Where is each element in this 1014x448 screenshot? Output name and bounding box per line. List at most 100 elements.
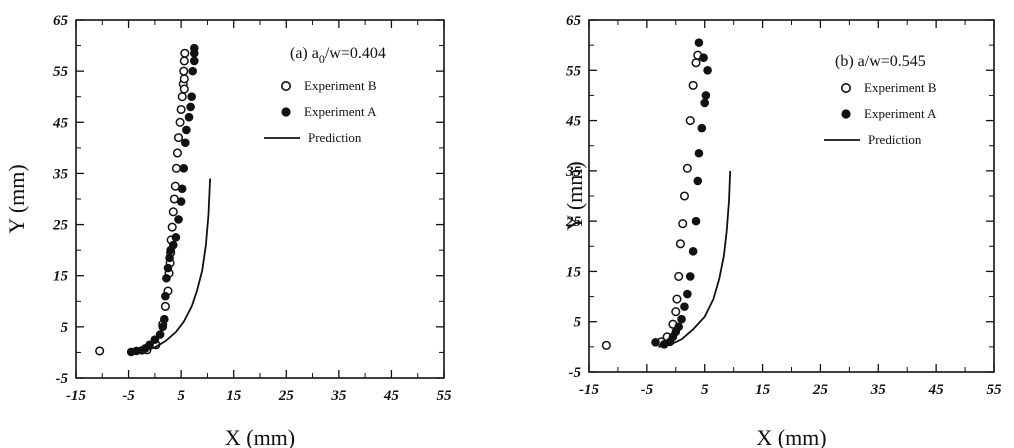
legend-label: Experiment B: [864, 80, 937, 95]
data-point-experiment-b: [672, 294, 682, 304]
data-point-experiment-b: [688, 80, 698, 90]
data-point-experiment-b: [171, 163, 181, 173]
data-point-experiment-b: [179, 56, 189, 66]
plot-frame: [75, 19, 445, 379]
data-point-experiment-b: [176, 104, 186, 115]
data-point-experiment-a: [187, 92, 196, 102]
data-point-experiment-a: [181, 138, 190, 148]
y-axis-title: Y (mm): [562, 161, 587, 230]
data-point-experiment-b: [678, 219, 688, 229]
data-point-experiment-a: [683, 289, 692, 299]
y-tick-label: -5: [569, 365, 582, 381]
data-point-experiment-b: [167, 222, 177, 232]
data-point-experiment-a: [699, 53, 708, 63]
data-point-experiment-a: [168, 240, 178, 250]
data-point-experiment-a: [701, 91, 711, 100]
data-point-experiment-a: [161, 291, 170, 301]
y-tick-label: 45: [565, 114, 582, 130]
x-tick-label: 15: [226, 388, 242, 404]
legend-marker-open: [280, 81, 291, 92]
data-point-experiment-b: [679, 191, 690, 201]
data-point-experiment-b: [674, 271, 684, 282]
data-point-experiment-a: [694, 148, 704, 158]
data-point-experiment-a: [700, 98, 710, 108]
y-tick-label: 35: [565, 164, 582, 180]
data-point-experiment-b: [177, 92, 187, 102]
data-point-experiment-b: [180, 48, 190, 58]
x-tick-label: 35: [330, 388, 347, 404]
x-tick-label: -5: [641, 382, 654, 398]
data-point-experiment-b: [168, 207, 178, 217]
data-point-experiment-a: [176, 197, 186, 206]
data-point-experiment-b: [175, 117, 185, 127]
x-tick-label: 5: [177, 388, 185, 404]
legend-label: Experiment A: [864, 106, 937, 121]
panel-label: (b) a/w=0.545: [835, 53, 926, 70]
data-point-experiment-a: [184, 112, 194, 122]
data-point-experiment-a: [171, 233, 181, 242]
y-tick-label: 65: [566, 13, 582, 29]
y-tick-label: 25: [52, 218, 69, 234]
x-axis-title: X (mm): [225, 425, 295, 448]
x-tick-label: 55: [437, 388, 453, 404]
data-point-experiment-a: [680, 302, 689, 311]
y-tick-label: 5: [61, 320, 69, 336]
data-point-experiment-a: [186, 102, 195, 112]
legend-label: Prediction: [308, 130, 362, 145]
data-point-experiment-a: [697, 123, 707, 133]
legend-marker-filled: [841, 109, 851, 119]
legend-label: Prediction: [868, 132, 922, 147]
data-point-experiment-a: [694, 38, 704, 47]
plot-frame: [588, 19, 995, 373]
legend-label: Experiment B: [304, 78, 377, 93]
y-axis-title: Y (mm): [4, 164, 29, 233]
y-tick-label: 15: [53, 269, 69, 285]
y-tick-label: 65: [53, 13, 69, 29]
x-tick-label: 5: [701, 382, 709, 398]
legend-marker-open: [840, 83, 851, 94]
data-point-experiment-b: [160, 301, 170, 311]
data-point-experiment-a: [674, 322, 683, 332]
data-point-experiment-a: [189, 43, 199, 53]
data-point-experiment-a: [188, 66, 198, 76]
x-tick-label: -5: [122, 388, 135, 404]
y-tick-label: 45: [52, 115, 69, 131]
data-point-experiment-b: [173, 133, 184, 143]
data-point-experiment-b: [675, 239, 685, 249]
data-point-experiment-a: [651, 338, 660, 347]
y-tick-label: 25: [565, 214, 582, 230]
data-point-experiment-b: [179, 84, 189, 94]
data-point-experiment-a: [688, 247, 698, 256]
prediction-curve: [133, 178, 211, 354]
data-point-experiment-a: [182, 125, 191, 135]
x-tick-label: 15: [755, 382, 771, 398]
data-point-experiment-a: [174, 215, 183, 224]
data-point-experiment-b: [691, 58, 701, 68]
data-point-experiment-a: [165, 253, 174, 263]
data-point-experiment-a: [677, 314, 686, 324]
data-point-experiment-a: [155, 330, 165, 339]
y-tick-label: 55: [566, 63, 582, 79]
x-tick-label: 45: [928, 382, 945, 398]
prediction-curve: [658, 170, 732, 348]
data-point-experiment-a: [177, 184, 187, 194]
x-tick-label: 35: [870, 382, 887, 398]
y-tick-label: 15: [566, 264, 582, 280]
x-axis-title: X (mm): [756, 425, 826, 448]
data-point-experiment-a: [703, 65, 712, 75]
data-point-experiment-a: [179, 164, 189, 173]
data-point-experiment-a: [160, 314, 169, 324]
x-tick-label: 55: [987, 382, 1003, 398]
y-tick-label: -5: [56, 371, 69, 387]
data-point-experiment-b: [179, 66, 189, 76]
data-point-experiment-a: [685, 272, 695, 281]
legend-marker-filled: [281, 107, 291, 117]
data-point-experiment-a: [691, 216, 701, 226]
y-tick-label: 55: [53, 64, 69, 80]
x-tick-label: 45: [383, 388, 400, 404]
data-point-experiment-b: [601, 340, 611, 350]
data-point-experiment-a: [693, 176, 703, 186]
y-tick-label: 5: [574, 315, 582, 331]
